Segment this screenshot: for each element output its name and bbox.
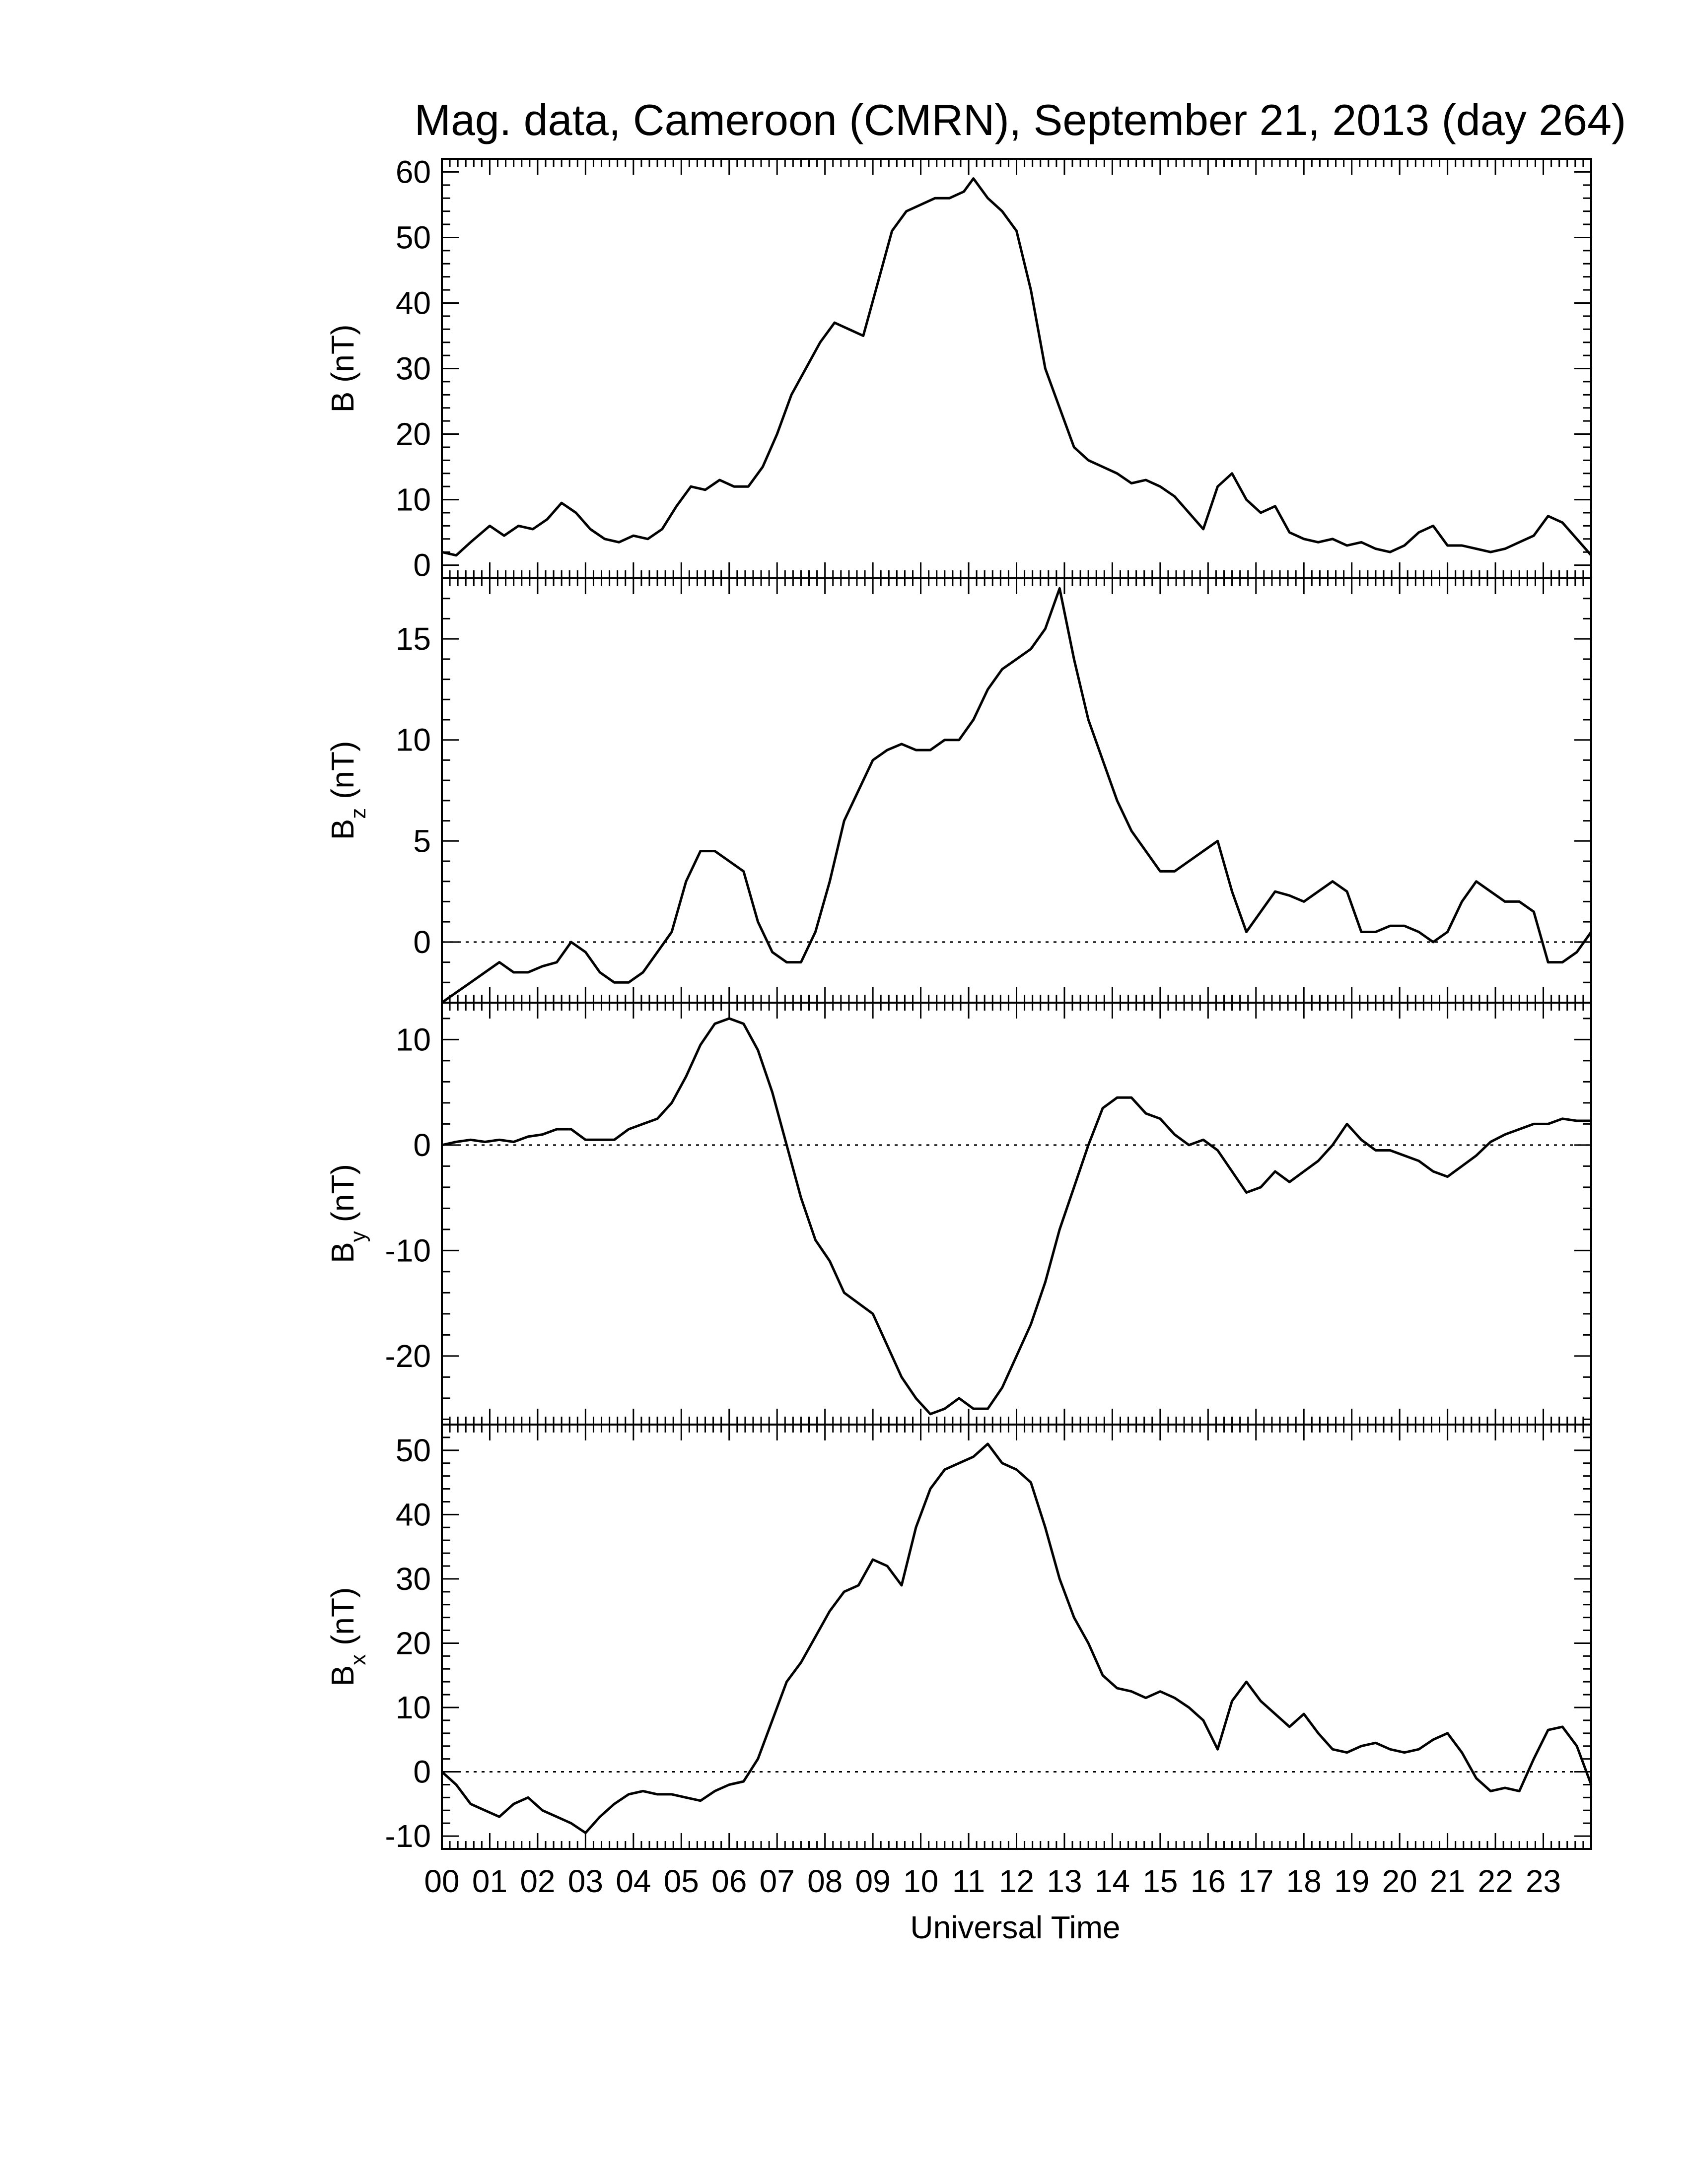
x-tick-label: 12 [999,1863,1034,1899]
y-tick-label: 10 [396,722,431,758]
x-tick-label: 07 [760,1863,795,1899]
x-tick-label: 20 [1382,1863,1417,1899]
series-line [441,1017,1591,1416]
y-axis-label: Bz (nT) [325,741,370,840]
y-tick-label: 30 [396,351,431,387]
y-tick-label: 50 [396,1433,431,1468]
y-axis-label-unit: (nT) [325,1164,360,1231]
y-axis-label-subscript: z [346,808,370,819]
y-tick-label: 0 [413,547,431,583]
y-tick-label: 10 [396,1022,431,1057]
panel-frame [441,1424,1592,1850]
y-axis-label-unit: (nT) [325,325,360,392]
y-axis-label-symbol: B [325,392,360,413]
y-tick-label: 60 [396,154,431,190]
x-tick-label: 21 [1430,1863,1465,1899]
x-tick-label: 18 [1286,1863,1322,1899]
panel-frame [441,158,1592,579]
x-tick-label: 10 [903,1863,938,1899]
y-axis-label: Bx (nT) [325,1587,370,1687]
y-tick-label: 15 [396,621,431,657]
panels-group: 0 10 20 30 40 50 60 B (nT) 0 5 10 15 Bz (nT) -20 -10 0 1… [325,154,1593,1854]
y-tick-label: 50 [396,219,431,255]
panel-3: -10 0 10 20 30 40 50 Bx (nT) [325,1424,1593,1854]
panel-0: 0 10 20 30 40 50 60 B (nT) [325,154,1592,583]
x-tick-label: 15 [1142,1863,1178,1899]
x-tick-label: 04 [616,1863,651,1899]
y-tick-label: 20 [396,416,431,452]
series-line [441,1442,1593,1835]
x-tick-label: 05 [664,1863,699,1899]
y-axis-label-subscript: y [346,1231,370,1242]
y-tick-label: 10 [396,482,431,518]
y-tick-label: 0 [413,1127,431,1163]
y-tick-label: 0 [413,924,431,960]
y-axis-label-symbol: B [325,1242,360,1263]
x-tick-label: 14 [1095,1863,1130,1899]
x-tick-label: 17 [1238,1863,1273,1899]
y-tick-label: -20 [385,1338,431,1374]
x-tick-label: 11 [952,1863,985,1899]
y-axis-label-unit: (nT) [325,1587,360,1654]
y-tick-label: -10 [385,1232,431,1268]
y-axis-label: By (nT) [325,1164,370,1263]
x-tick-label: 16 [1191,1863,1226,1899]
y-tick-label: -10 [385,1818,431,1854]
panel-1: 0 5 10 15 Bz (nT) [325,577,1593,1004]
series-line [441,177,1592,557]
x-tick-label: 03 [568,1863,603,1899]
panel-frame [441,1002,1592,1426]
y-tick-label: 10 [396,1690,431,1725]
y-axis-label: B (nT) [325,325,360,413]
chart-title: Mag. data, Cameroon (CMRN), September 21… [415,95,1626,144]
y-tick-label: 40 [396,285,431,321]
y-tick-label: 30 [396,1561,431,1597]
y-tick-label: 0 [413,1754,431,1790]
x-tick-label: 08 [807,1863,843,1899]
panel-2: -20 -10 0 10 By (nT) [325,1002,1592,1426]
x-tick-label: 01 [472,1863,507,1899]
x-tick-label: 02 [520,1863,555,1899]
x-tick-label: 06 [711,1863,747,1899]
y-tick-label: 40 [396,1497,431,1532]
y-tick-label: 20 [396,1625,431,1661]
y-axis-label-unit: (nT) [325,741,360,808]
y-axis-label-symbol: B [325,819,360,840]
x-tick-label: 00 [424,1863,459,1899]
series-line [441,587,1593,1004]
y-axis-label-symbol: B [325,1665,360,1687]
y-axis-label-subscript: x [346,1654,370,1665]
y-tick-label: 5 [413,823,431,859]
x-tick-label: 13 [1047,1863,1082,1899]
x-tick-label: 23 [1526,1863,1561,1899]
x-tick-label: 22 [1477,1863,1513,1899]
x-axis-label: Universal Time [910,1910,1120,1945]
panel-frame [441,577,1592,1004]
x-tick-label: 09 [855,1863,891,1899]
x-tick-label: 19 [1334,1863,1369,1899]
x-axis: 00 01 02 03 04 05 06 07 08 09 10 11 12 13 14 15 16 17 18 19… [424,1863,1561,1899]
